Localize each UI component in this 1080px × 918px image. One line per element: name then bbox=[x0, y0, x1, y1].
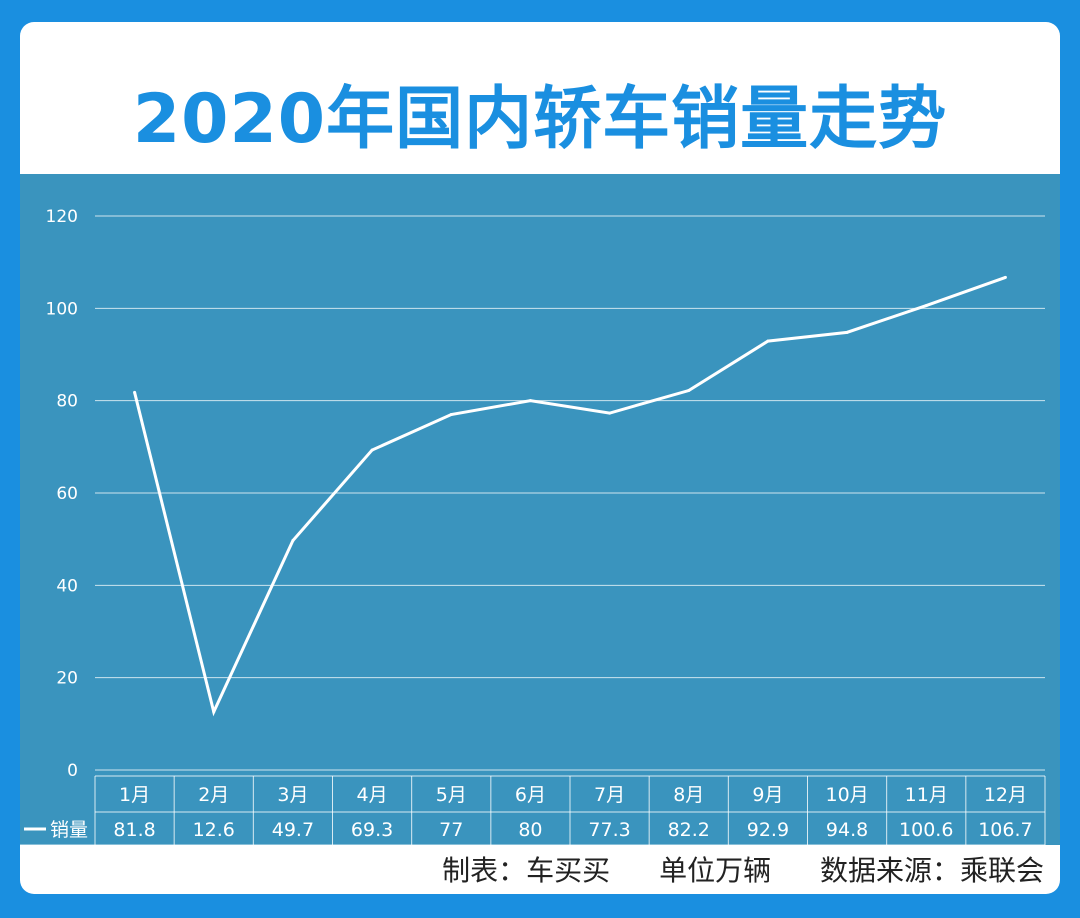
data-point bbox=[845, 330, 849, 334]
data-point bbox=[212, 710, 216, 714]
x-tick-label: 4月 bbox=[357, 784, 388, 806]
y-tick-label: 0 bbox=[67, 761, 78, 781]
data-table-value: 49.7 bbox=[272, 819, 314, 841]
data-table-value: 77.3 bbox=[588, 819, 630, 841]
chart-card: 2020年国内轿车销量走势 0 20 40 60 80 100 120 销量 1月 81.8 2月 1… bbox=[20, 22, 1060, 894]
y-tick-label: 100 bbox=[46, 299, 78, 319]
x-tick-label: 10月 bbox=[825, 784, 868, 806]
y-tick-label: 60 bbox=[56, 484, 78, 504]
y-tick-label: 40 bbox=[56, 576, 78, 596]
data-point bbox=[766, 339, 770, 343]
data-point bbox=[608, 411, 612, 415]
x-tick-label: 7月 bbox=[594, 784, 625, 806]
x-tick-label: 8月 bbox=[673, 784, 704, 806]
data-table-value: 92.9 bbox=[747, 819, 789, 841]
data-point bbox=[133, 390, 137, 394]
data-point bbox=[1003, 275, 1007, 279]
x-tick-label: 11月 bbox=[905, 784, 948, 806]
data-point bbox=[291, 539, 295, 543]
y-tick-label: 20 bbox=[56, 669, 78, 689]
plot-panel: 0 20 40 60 80 100 120 销量 1月 81.8 2月 12.6 3月 49.7 4月 69.… bbox=[20, 174, 1060, 845]
x-tick-label: 3月 bbox=[277, 784, 308, 806]
data-table-value: 12.6 bbox=[193, 819, 235, 841]
footer-unit: 单位万辆 bbox=[659, 854, 772, 887]
x-tick-label: 6月 bbox=[515, 784, 546, 806]
y-tick-label: 80 bbox=[56, 392, 78, 412]
data-table-value: 82.2 bbox=[668, 819, 710, 841]
data-point bbox=[924, 304, 928, 308]
data-table-value: 77 bbox=[439, 819, 463, 841]
x-tick-label: 5月 bbox=[436, 784, 467, 806]
data-point bbox=[449, 413, 453, 417]
data-table-value: 94.8 bbox=[826, 819, 868, 841]
data-table-value: 100.6 bbox=[899, 819, 953, 841]
chart-footer: 制表：车买买 单位万辆 数据来源：乘联会 bbox=[402, 848, 1044, 894]
footer-made-by: 制表：车买买 bbox=[442, 854, 611, 887]
data-table-value: 81.8 bbox=[113, 819, 155, 841]
data-table-value: 106.7 bbox=[978, 819, 1032, 841]
chart-title: 2020年国内轿车销量走势 bbox=[132, 80, 948, 159]
data-point bbox=[528, 399, 532, 403]
data-point bbox=[687, 389, 691, 393]
y-tick-label: 120 bbox=[46, 207, 78, 227]
footer-source: 数据来源：乘联会 bbox=[819, 854, 1044, 887]
x-tick-label: 1月 bbox=[119, 784, 150, 806]
line-chart: 0 20 40 60 80 100 120 销量 1月 81.8 2月 12.6 3月 49.7 4月 69.… bbox=[20, 207, 1046, 845]
data-table-value: 80 bbox=[518, 819, 542, 841]
x-tick-label: 9月 bbox=[752, 784, 783, 806]
x-tick-label: 2月 bbox=[198, 784, 229, 806]
series-line-sales bbox=[133, 275, 1006, 717]
legend-series-name: 销量 bbox=[50, 819, 88, 841]
x-tick-label: 12月 bbox=[984, 784, 1027, 806]
data-point bbox=[370, 448, 374, 452]
data-table-value: 69.3 bbox=[351, 819, 393, 841]
